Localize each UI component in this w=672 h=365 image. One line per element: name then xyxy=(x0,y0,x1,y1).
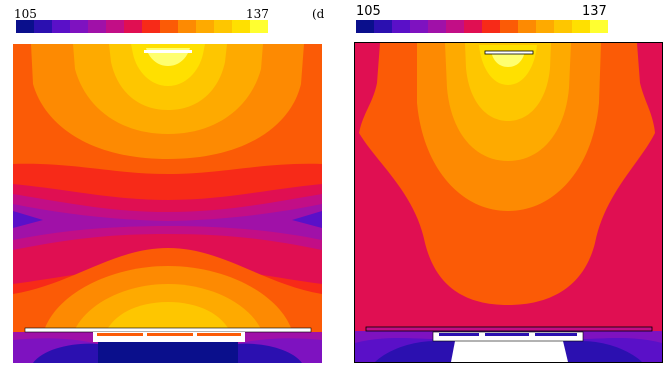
colorbar-swatch xyxy=(196,20,214,33)
left-legend-max-label: 137 xyxy=(246,7,269,21)
lower-contour-band xyxy=(105,302,231,334)
bottom-region xyxy=(33,343,302,363)
backing-slot xyxy=(439,333,479,336)
left-colorbar xyxy=(16,20,268,33)
backing-slot xyxy=(97,333,143,336)
source-transducer xyxy=(484,50,534,55)
left-field-svg xyxy=(13,44,322,363)
colorbar-swatch xyxy=(70,20,88,33)
left-legend-unit-label: (dB xyxy=(312,8,324,20)
colorbar-swatch xyxy=(446,20,464,33)
plate-backing xyxy=(432,331,584,342)
bottom-gap xyxy=(451,341,568,362)
plate-backing xyxy=(93,332,245,342)
right-legend-max-label: 137 xyxy=(582,4,607,19)
colorbar-swatch xyxy=(392,20,410,33)
colorbar-swatch xyxy=(518,20,536,33)
colorbar-swatch xyxy=(232,20,250,33)
colorbar-swatch xyxy=(124,20,142,33)
colorbar-swatch xyxy=(142,20,160,33)
backing-slot xyxy=(147,333,193,336)
colorbar-swatch xyxy=(572,20,590,33)
bottom-region xyxy=(375,341,642,362)
right-colorbar xyxy=(356,20,608,33)
colorbar-swatch xyxy=(88,20,106,33)
left-sound-field-plot xyxy=(13,44,322,363)
source-transducer xyxy=(144,50,192,53)
colorbar-swatch xyxy=(374,20,392,33)
colorbar-swatch xyxy=(482,20,500,33)
reflector-plate xyxy=(365,326,653,332)
colorbar-swatch xyxy=(500,20,518,33)
colorbar-swatch xyxy=(250,20,268,33)
colorbar-swatch xyxy=(356,20,374,33)
colorbar-swatch xyxy=(214,20,232,33)
backing-slot xyxy=(197,333,241,336)
colorbar-swatch xyxy=(554,20,572,33)
right-legend-min-label: 105 xyxy=(356,4,381,19)
colorbar-swatch xyxy=(106,20,124,33)
bottom-region xyxy=(98,340,238,363)
right-field-svg xyxy=(355,43,662,362)
colorbar-swatch xyxy=(428,20,446,33)
colorbar-swatch xyxy=(16,20,34,33)
colorbar-swatch xyxy=(410,20,428,33)
colorbar-swatch xyxy=(160,20,178,33)
backing-slot xyxy=(485,333,529,336)
right-contour-band xyxy=(491,51,525,67)
colorbar-swatch xyxy=(464,20,482,33)
colorbar-swatch xyxy=(52,20,70,33)
colorbar-swatch xyxy=(536,20,554,33)
colorbar-swatch xyxy=(178,20,196,33)
right-sound-field-plot xyxy=(354,42,663,363)
reflector-plate xyxy=(24,327,312,333)
colorbar-swatch xyxy=(34,20,52,33)
left-legend-min-label: 105 xyxy=(14,7,37,21)
colorbar-swatch xyxy=(590,20,608,33)
middle-contour-band xyxy=(13,204,322,240)
backing-slot xyxy=(535,333,577,336)
